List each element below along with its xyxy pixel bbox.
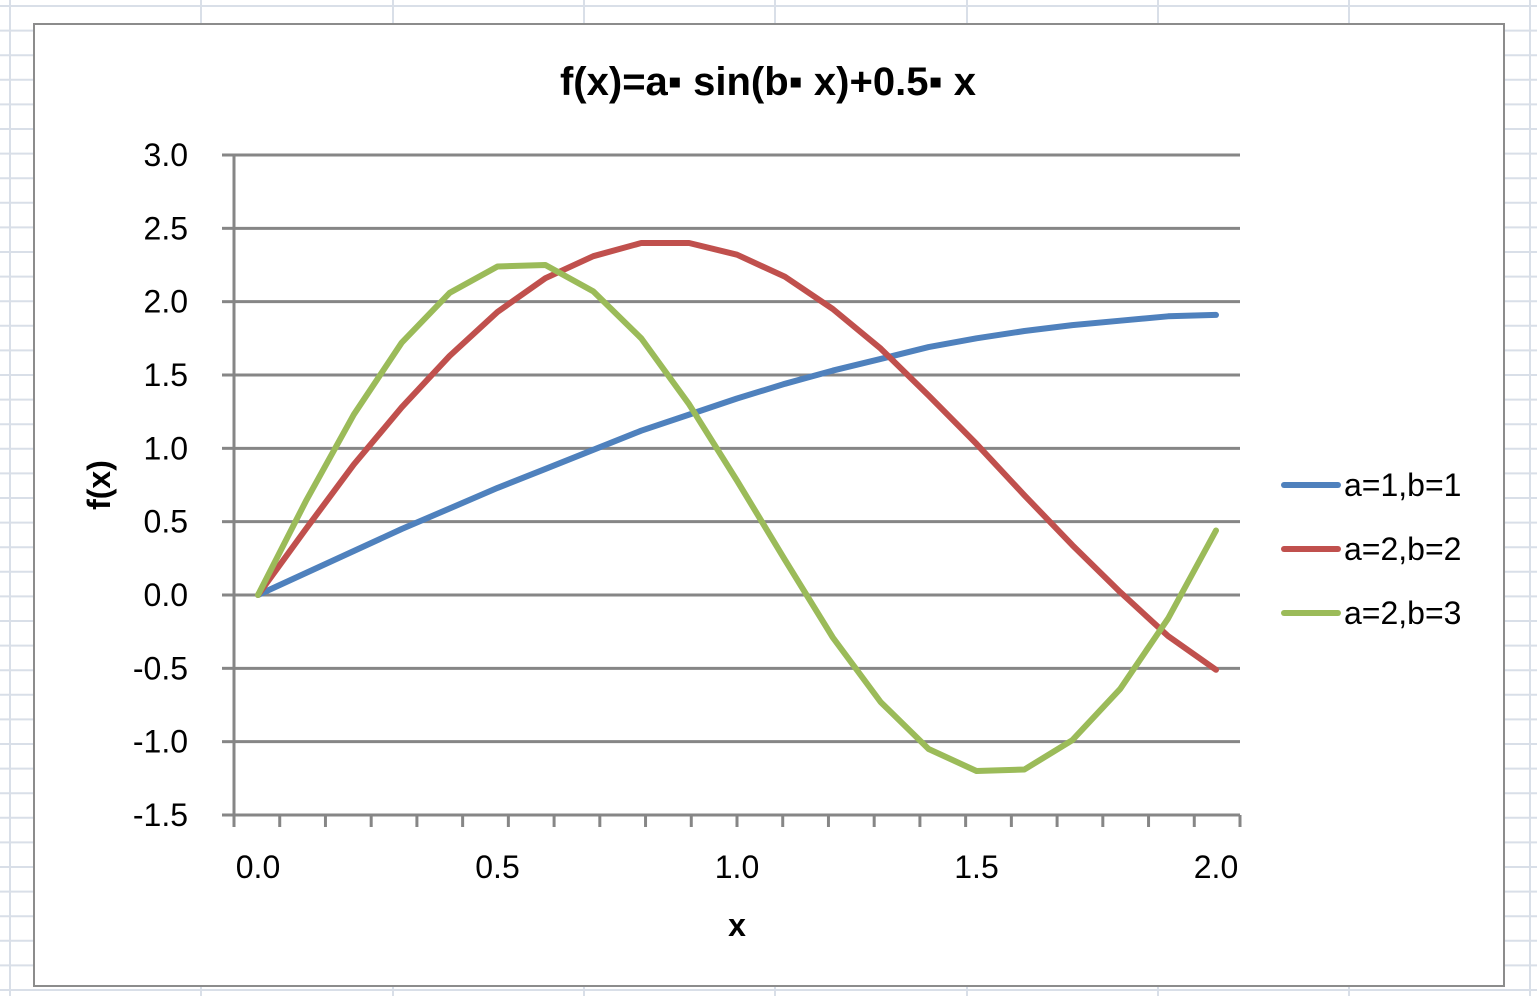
y-tick-label: 0.0 bbox=[144, 577, 188, 613]
y-tick-label: -1.5 bbox=[133, 797, 188, 833]
x-axis-title: x bbox=[728, 907, 746, 943]
series-line-3[interactable] bbox=[255, 262, 1219, 774]
chart-title: f(x)=a▪ sin(b▪ x)+0.5▪ x bbox=[560, 60, 976, 104]
x-tick-label: 0.0 bbox=[236, 849, 280, 885]
legend: a=1,b=1 a=2,b=2 a=2,b=3 bbox=[1281, 467, 1461, 631]
x-tick-label: 2.0 bbox=[1194, 849, 1238, 885]
legend-label-2: a=2,b=2 bbox=[1344, 531, 1461, 567]
series-line-2[interactable] bbox=[255, 240, 1219, 673]
x-tick-label: 1.5 bbox=[954, 849, 998, 885]
x-axis-tick-labels: 0.0 0.5 1.0 1.5 2.0 bbox=[236, 849, 1238, 885]
y-axis-tick-labels: 3.0 2.5 2.0 1.5 1.0 0.5 0.0 -0.5 -1.0 -1.5 bbox=[133, 137, 188, 833]
axes bbox=[232, 155, 1242, 827]
chart-area[interactable] bbox=[33, 23, 1505, 987]
series-line-1[interactable] bbox=[255, 311, 1219, 598]
legend-label-1: a=1,b=1 bbox=[1344, 467, 1461, 503]
y-tick-label: 2.0 bbox=[144, 284, 188, 320]
y-tick-label: 3.0 bbox=[144, 137, 188, 173]
x-tick-label: 0.5 bbox=[475, 849, 519, 885]
y-tick-label: 1.5 bbox=[144, 357, 188, 393]
y-tick-label: 2.5 bbox=[144, 210, 188, 246]
y-tick-label: -1.0 bbox=[133, 724, 188, 760]
y-axis-title: f(x) bbox=[81, 460, 117, 510]
y-tick-label: 0.5 bbox=[144, 504, 188, 540]
legend-label-3: a=2,b=3 bbox=[1344, 595, 1461, 631]
y-tick-label: 1.0 bbox=[144, 430, 188, 466]
series-lines bbox=[255, 240, 1219, 774]
y-tick-label: -0.5 bbox=[133, 650, 188, 686]
x-tick-label: 1.0 bbox=[715, 849, 759, 885]
